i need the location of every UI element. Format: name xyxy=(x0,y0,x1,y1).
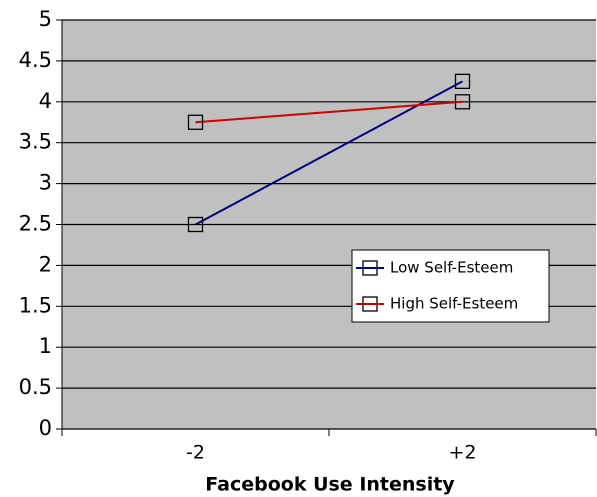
data-point xyxy=(454,73,471,89)
y-tick-label: 5 xyxy=(39,7,52,31)
x-tick-label: +2 xyxy=(448,442,476,464)
y-tick-label: 0 xyxy=(39,416,52,440)
series-line xyxy=(195,100,463,124)
y-tick-label: 1 xyxy=(39,334,52,358)
legend-label: Low Self-Esteem xyxy=(390,259,513,277)
y-tick-label: 2.5 xyxy=(19,212,52,236)
data-point xyxy=(187,216,204,233)
x-axis-title: Facebook Use Intensity xyxy=(205,474,455,496)
legend-box xyxy=(351,249,550,323)
y-tick-label: 2 xyxy=(39,252,52,276)
y-tick-label: 3.5 xyxy=(19,130,52,154)
y-tick-label: 3 xyxy=(39,171,52,195)
y-tick-label: 4.5 xyxy=(19,48,52,72)
x-tick-label: -2 xyxy=(186,442,205,464)
legend-marker xyxy=(362,296,378,312)
data-point xyxy=(454,94,471,110)
data-point xyxy=(187,114,204,130)
legend: Low Self-Esteem High Self-Esteem xyxy=(351,249,550,323)
legend-label: High Self-Esteem xyxy=(390,295,518,313)
y-tick-label: 1.5 xyxy=(19,293,52,317)
legend-marker xyxy=(362,260,378,276)
y-tick-label: 4 xyxy=(39,89,52,113)
y-tick-label: 0.5 xyxy=(19,375,52,399)
